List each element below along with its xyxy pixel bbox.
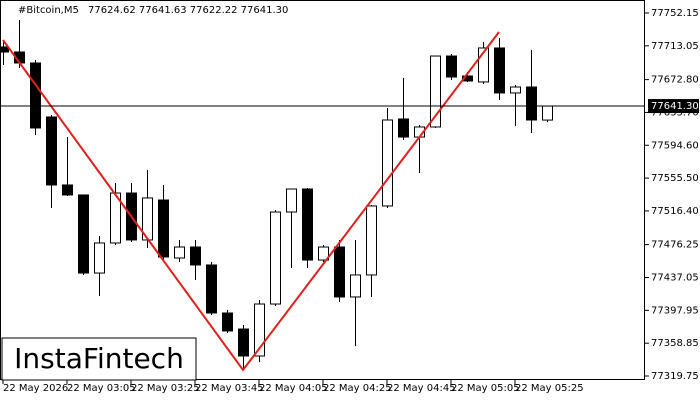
logo: InstaFintech (14, 342, 184, 375)
y-tick-label: 77752.15 (651, 8, 699, 19)
y-tick-label: 77555.50 (651, 173, 699, 184)
candles (0, 20, 553, 368)
candle-body (510, 86, 521, 94)
candle-body (430, 55, 441, 128)
candle-body (526, 86, 537, 121)
candle-body (302, 188, 313, 261)
candle-body (94, 242, 105, 274)
x-tick-label: 22 May 04:25 (323, 383, 392, 394)
candle-body (30, 62, 41, 129)
y-tick-label: 77319.75 (651, 371, 699, 382)
y-tick-label: 77437.05 (651, 273, 699, 284)
plot-frame (0, 0, 645, 380)
candle-body (446, 55, 457, 78)
y-tick-label: 77594.60 (651, 140, 699, 151)
x-tick-label: 22 May 05:25 (515, 383, 584, 394)
chart-title: #Bitcoin,M5 (18, 5, 79, 16)
candle-body (190, 246, 201, 266)
logo-box (1, 337, 197, 381)
candle-body (478, 47, 489, 83)
x-tick-label: 22 May 04:05 (259, 383, 328, 394)
candle-body (270, 211, 281, 305)
x-tick-label: 22 May 05:05 (451, 383, 520, 394)
candle-body (174, 246, 185, 259)
candle-body (494, 47, 505, 94)
price-label: 77641.30 (651, 101, 699, 112)
y-tick-label: 77476.25 (651, 240, 699, 251)
y-tick-label: 77672.80 (651, 75, 699, 86)
candle-body (222, 312, 233, 332)
candle-body (0, 46, 9, 53)
x-tick-label: 22 May 03:45 (195, 383, 264, 394)
candle-body (238, 328, 249, 357)
candle-body (62, 184, 73, 196)
candle-body (254, 303, 265, 357)
y-tick-label: 77397.95 (651, 305, 699, 316)
candle-body (334, 246, 345, 298)
price-label-bg (648, 99, 699, 114)
ohlc-header: 77624.62 77641.63 77622.22 77641.30 (88, 5, 288, 16)
candle-body (382, 119, 393, 207)
candle-body (350, 274, 361, 298)
x-tick-label: 22 May 04:45 (387, 383, 456, 394)
candle-body (318, 246, 329, 261)
candle-body (206, 264, 217, 314)
candle-body (46, 116, 57, 186)
y-tick-label: 77358.85 (651, 338, 699, 349)
double-bottom-pattern (2, 31, 500, 372)
candle-body (366, 205, 377, 276)
x-tick-label: 22 May 03:05 (67, 383, 136, 394)
x-tick-label: 22 May 03:25 (131, 383, 200, 394)
y-tick-label: 77516.40 (651, 206, 699, 217)
y-tick-label: 77713.05 (651, 41, 699, 52)
candle-body (398, 118, 409, 138)
candle-body (158, 199, 169, 258)
candle-body (542, 105, 553, 121)
candle-body (462, 75, 473, 82)
x-tick-label: 22 May 2026 (3, 383, 68, 394)
candle-body (78, 194, 89, 274)
candle-body (286, 188, 297, 213)
